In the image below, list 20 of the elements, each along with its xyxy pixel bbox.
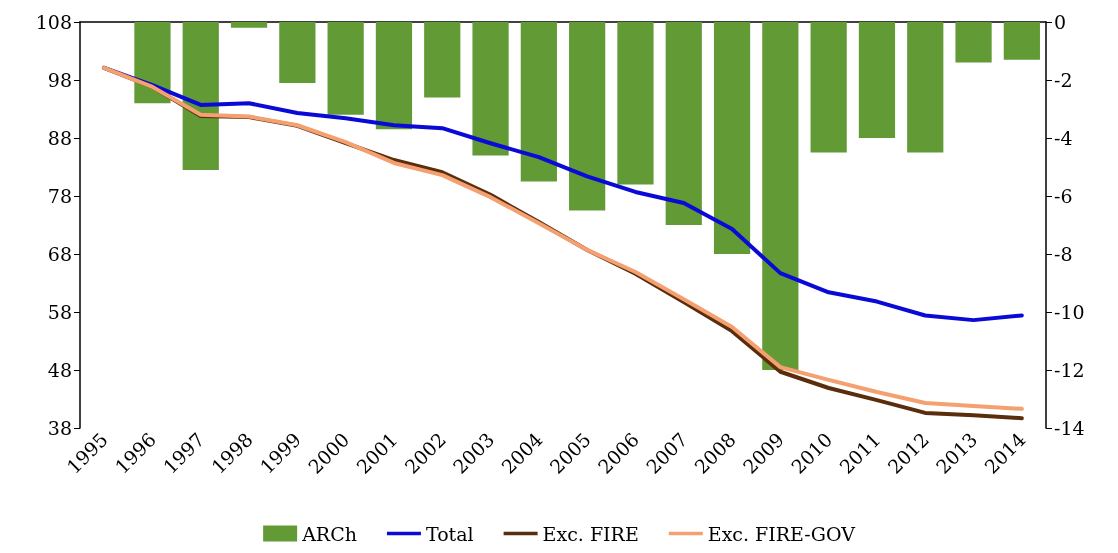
y2-tick-label: -8 <box>1054 243 1073 265</box>
legend-label: Exc. FIRE <box>542 522 639 545</box>
y2-tick-label: -6 <box>1054 185 1073 207</box>
y2-tick-label: -2 <box>1054 69 1073 91</box>
y-tick-label: 78 <box>47 185 72 207</box>
y2-tick-label: -4 <box>1054 127 1073 149</box>
y-tick-label: 48 <box>47 359 72 381</box>
y-tick-label: 58 <box>47 301 72 323</box>
y-tick-label: 68 <box>47 243 72 265</box>
y-tick-label: 88 <box>47 127 72 149</box>
y-tick-label: 98 <box>47 69 72 91</box>
y-tick-label: 108 <box>35 11 72 33</box>
y-tick-label: 38 <box>47 417 72 439</box>
y2-tick-label: 0 <box>1054 11 1067 33</box>
legend-label: Total <box>425 522 474 545</box>
y2-tick-label: -14 <box>1054 417 1085 439</box>
y2-tick-label: -10 <box>1054 301 1085 323</box>
legend-label: Exc. FIRE-GOV <box>707 522 856 545</box>
y2-tick-label: -12 <box>1054 359 1085 381</box>
legend-label: ARCh <box>301 522 357 545</box>
